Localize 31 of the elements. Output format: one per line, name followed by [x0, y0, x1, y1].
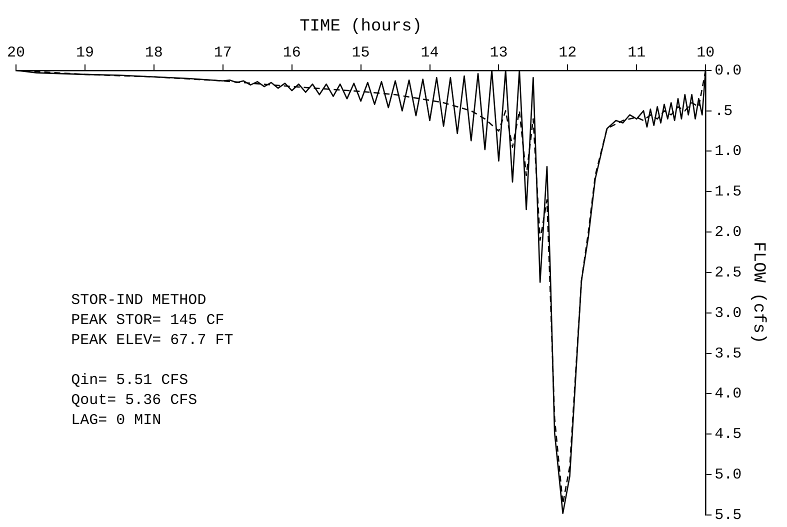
y-tick-label: 4.0 — [714, 386, 742, 403]
x-tick-label: 16 — [282, 44, 301, 62]
x-tick-label: 14 — [420, 44, 439, 62]
y-tick-label: 2.0 — [714, 224, 742, 242]
x-tick-label: 10 — [696, 44, 715, 62]
y-tick-label: 4.5 — [714, 426, 742, 444]
x-tick-label: 19 — [76, 44, 94, 62]
y-tick-label: .5 — [714, 102, 733, 120]
y-tick-label: 2.5 — [714, 264, 742, 282]
y-tick-label: 3.5 — [714, 345, 742, 362]
x-tick-label: 11 — [628, 44, 646, 62]
y-tick-label: 5.0 — [714, 466, 742, 484]
annotation: STOR-IND METHOD — [71, 292, 206, 310]
annotation: Qout= 5.36 CFS — [71, 392, 198, 410]
annotation: LAG= 0 MIN — [71, 412, 162, 430]
y-tick-label: 5.5 — [714, 506, 742, 524]
y-tick-label: 1.0 — [714, 143, 742, 160]
x-tick-label: 13 — [490, 44, 508, 62]
x-tick-label: 12 — [558, 44, 577, 62]
annotation: PEAK STOR= 145 CF — [71, 312, 224, 330]
y-tick-label: 3.0 — [714, 304, 742, 322]
x-tick-label: 18 — [144, 44, 163, 62]
x-axis-title: TIME (hours) — [300, 18, 422, 37]
x-tick-label: 17 — [214, 44, 232, 62]
y-tick-label: 0.0 — [714, 62, 742, 80]
annotation: PEAK ELEV= 67.7 FT — [71, 332, 234, 350]
annotation: Qin= 5.51 CFS — [71, 372, 188, 390]
y-tick-label: 1.5 — [714, 184, 742, 201]
x-tick-label: 20 — [6, 44, 26, 62]
y-axis-title: FLOW (cfs) — [748, 242, 768, 344]
x-tick-label: 15 — [352, 44, 370, 62]
